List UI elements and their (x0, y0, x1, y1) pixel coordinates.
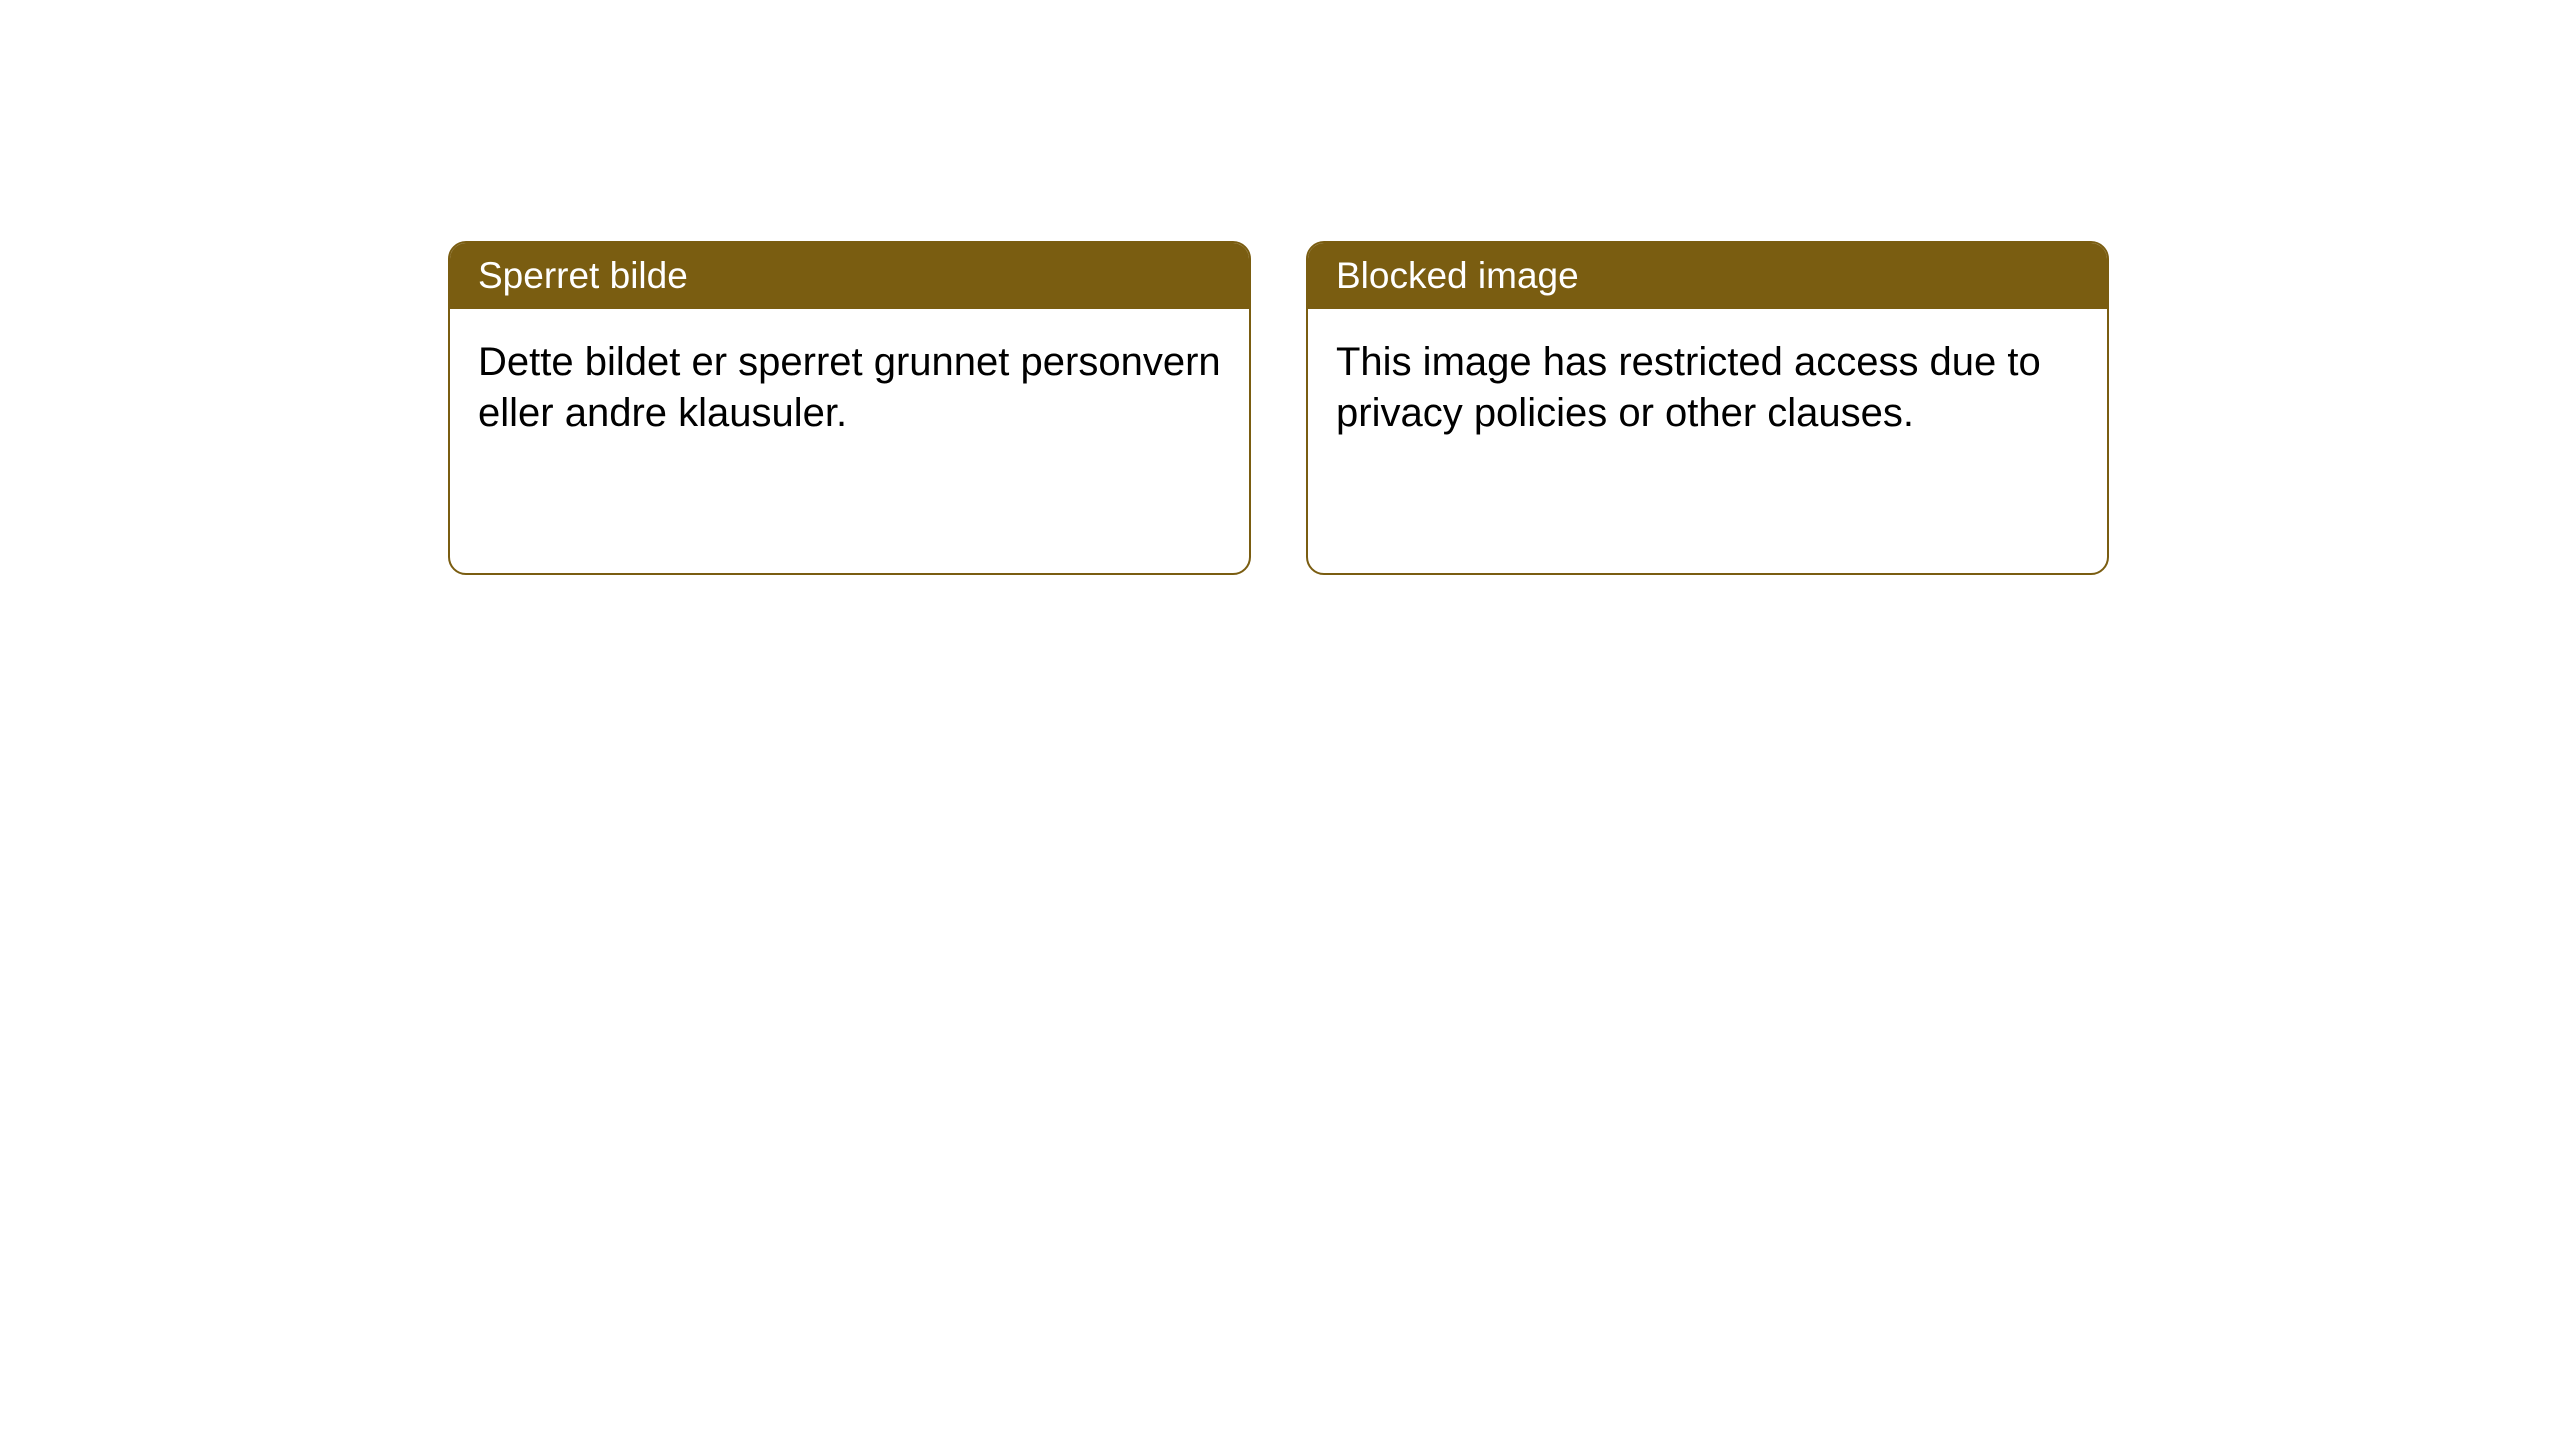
card-header: Blocked image (1308, 243, 2107, 309)
card-title: Sperret bilde (478, 255, 688, 296)
card-header: Sperret bilde (450, 243, 1249, 309)
card-body-text: This image has restricted access due to … (1336, 340, 2041, 435)
card-body-text: Dette bildet er sperret grunnet personve… (478, 340, 1221, 435)
card-body: Dette bildet er sperret grunnet personve… (450, 309, 1249, 467)
blocked-image-card-english: Blocked image This image has restricted … (1306, 241, 2109, 575)
blocked-image-card-norwegian: Sperret bilde Dette bildet er sperret gr… (448, 241, 1251, 575)
card-title: Blocked image (1336, 255, 1579, 296)
card-body: This image has restricted access due to … (1308, 309, 2107, 467)
cards-container: Sperret bilde Dette bildet er sperret gr… (448, 241, 2109, 575)
